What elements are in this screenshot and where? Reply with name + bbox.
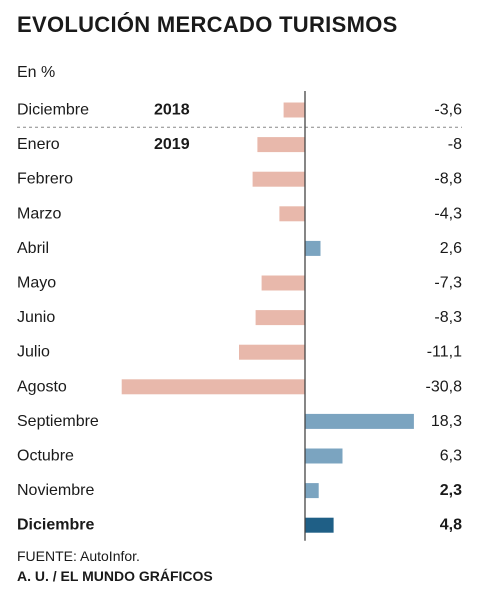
bar: [255, 310, 305, 326]
value-label: 2,3: [440, 482, 462, 499]
value-label: 18,3: [431, 413, 462, 430]
bar: [279, 206, 305, 222]
value-label: 4,8: [440, 517, 462, 534]
bar: [283, 102, 305, 118]
value-label: 6,3: [440, 448, 462, 465]
category-label: Abril: [17, 240, 49, 257]
category-label: Julio: [17, 344, 50, 361]
value-label: -30,8: [426, 378, 463, 395]
category-label: Agosto: [17, 378, 67, 395]
value-label: -4,3: [434, 205, 462, 222]
bar: [252, 171, 305, 187]
value-label: -8,8: [434, 171, 462, 188]
value-label: -3,6: [434, 102, 462, 119]
year-label: 2018: [154, 102, 190, 119]
category-label: Mayo: [17, 275, 56, 292]
bar: [305, 448, 343, 464]
unit-label: En %: [17, 64, 56, 81]
value-label: -8,3: [434, 309, 462, 326]
credit-note: A. U. / EL MUNDO GRÁFICOS: [17, 568, 213, 584]
category-label: Diciembre: [17, 102, 89, 119]
bar: [261, 275, 305, 291]
category-label: Junio: [17, 309, 55, 326]
category-label: Noviembre: [17, 482, 94, 499]
bar: [239, 344, 305, 360]
bar: [121, 379, 305, 395]
source-note: FUENTE: AutoInfor.: [17, 548, 140, 564]
year-label: 2019: [154, 136, 190, 153]
value-label: -11,1: [427, 344, 462, 361]
bar: [257, 137, 305, 153]
value-label: -7,3: [434, 275, 462, 292]
category-label: Marzo: [17, 205, 62, 222]
category-label: Febrero: [17, 171, 73, 188]
bar: [305, 483, 319, 499]
category-label: Septiembre: [17, 413, 99, 430]
bar: [305, 413, 414, 429]
bar: [305, 517, 334, 533]
value-label: -8: [448, 136, 462, 153]
category-label: Octubre: [17, 448, 74, 465]
category-label: Enero: [17, 136, 60, 153]
chart-title: EVOLUCIÓN MERCADO TURISMOS: [17, 12, 398, 37]
bar: [305, 240, 321, 256]
category-label: Diciembre: [17, 517, 94, 534]
value-label: 2,6: [440, 240, 462, 257]
